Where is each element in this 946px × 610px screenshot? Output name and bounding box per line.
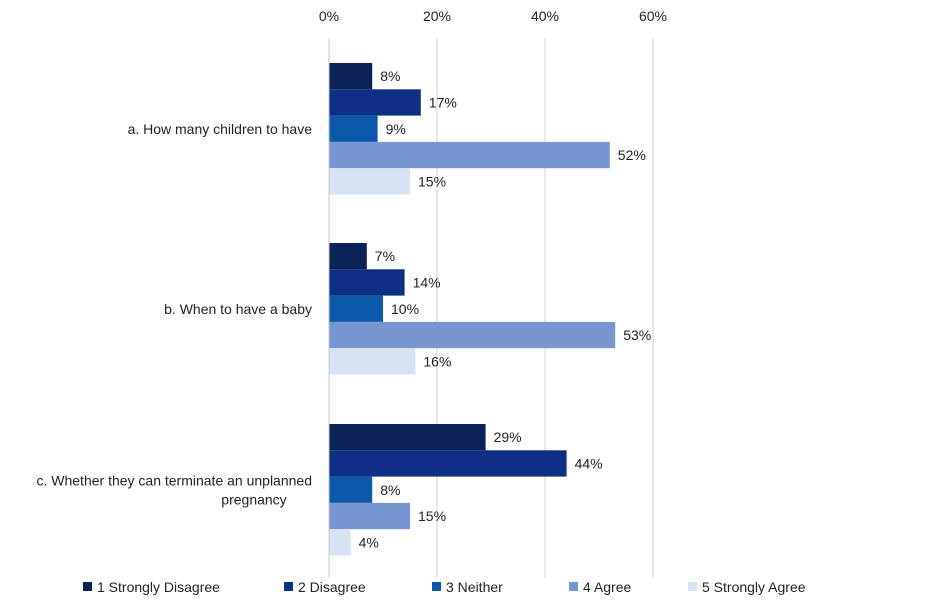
bar bbox=[329, 321, 616, 349]
legend-item: 4 Agree bbox=[569, 579, 631, 595]
legend-item: 3 Neither bbox=[432, 579, 503, 595]
bar bbox=[329, 348, 416, 375]
legend-swatch bbox=[284, 582, 293, 591]
bar bbox=[329, 450, 567, 477]
bar bbox=[329, 89, 421, 116]
data-label: 29% bbox=[494, 429, 522, 445]
legend-swatch bbox=[432, 582, 441, 591]
legend-label: 1 Strongly Disagree bbox=[97, 579, 220, 595]
bar bbox=[329, 295, 383, 322]
x-tick-label: 40% bbox=[531, 8, 559, 24]
category-labels: a. How many children to have b. When to h… bbox=[36, 121, 312, 508]
bar bbox=[329, 243, 367, 270]
category-label: b. When to have a baby bbox=[164, 301, 312, 317]
data-label: 10% bbox=[391, 301, 419, 317]
data-label: 7% bbox=[375, 248, 395, 264]
data-label: 53% bbox=[623, 327, 651, 343]
data-label: 15% bbox=[418, 508, 446, 524]
legend-swatch bbox=[688, 582, 697, 591]
legend-swatch bbox=[569, 582, 578, 591]
legend-label: 4 Agree bbox=[583, 579, 631, 595]
data-label: 4% bbox=[359, 534, 379, 550]
category-label: a. How many children to have bbox=[128, 121, 313, 137]
bar bbox=[329, 269, 405, 296]
bars bbox=[329, 63, 616, 556]
bar bbox=[329, 115, 378, 142]
category-label: c. Whether they can terminate an unplann… bbox=[36, 472, 312, 507]
legend-label: 5 Strongly Agree bbox=[702, 579, 806, 595]
x-tick-label: 60% bbox=[639, 8, 667, 24]
data-label: 17% bbox=[429, 94, 457, 110]
legend: 1 Strongly Disagree 2 Disagree 3 Neither 4 … bbox=[83, 579, 806, 595]
legend-item: 5 Strongly Agree bbox=[688, 579, 806, 595]
bar bbox=[329, 63, 373, 90]
x-axis-ticks: 0% 20% 40% 60% bbox=[319, 8, 667, 24]
category-label-line: b. When to have a baby bbox=[164, 301, 312, 317]
x-tick-label: 0% bbox=[319, 8, 339, 24]
data-label: 8% bbox=[380, 482, 400, 498]
data-label: 14% bbox=[413, 274, 441, 290]
legend-label: 2 Disagree bbox=[298, 579, 366, 595]
bar bbox=[329, 476, 373, 503]
data-label: 8% bbox=[380, 68, 400, 84]
category-label-line: c. Whether they can terminate an unplann… bbox=[36, 472, 312, 488]
category-label-line: pregnancy bbox=[221, 491, 286, 507]
data-label: 16% bbox=[423, 353, 451, 369]
data-labels: 8% 17% 9% 52% 15% 7% 14% 10% 53% 16% 29% 44% 8% 15% 4% bbox=[359, 68, 652, 550]
bar bbox=[329, 168, 410, 195]
legend-item: 2 Disagree bbox=[284, 579, 366, 595]
bar bbox=[329, 502, 410, 530]
bar bbox=[329, 141, 610, 169]
legend-label: 3 Neither bbox=[446, 579, 503, 595]
data-label: 44% bbox=[575, 455, 603, 471]
bar bbox=[329, 529, 351, 556]
legend-item: 1 Strongly Disagree bbox=[83, 579, 220, 595]
data-label: 52% bbox=[618, 147, 646, 163]
x-tick-label: 20% bbox=[423, 8, 451, 24]
data-label: 9% bbox=[386, 121, 406, 137]
gridlines bbox=[328, 38, 654, 578]
bar bbox=[329, 424, 486, 451]
legend-swatch bbox=[83, 582, 92, 591]
category-label-line: a. How many children to have bbox=[128, 121, 313, 137]
data-label: 15% bbox=[418, 173, 446, 189]
